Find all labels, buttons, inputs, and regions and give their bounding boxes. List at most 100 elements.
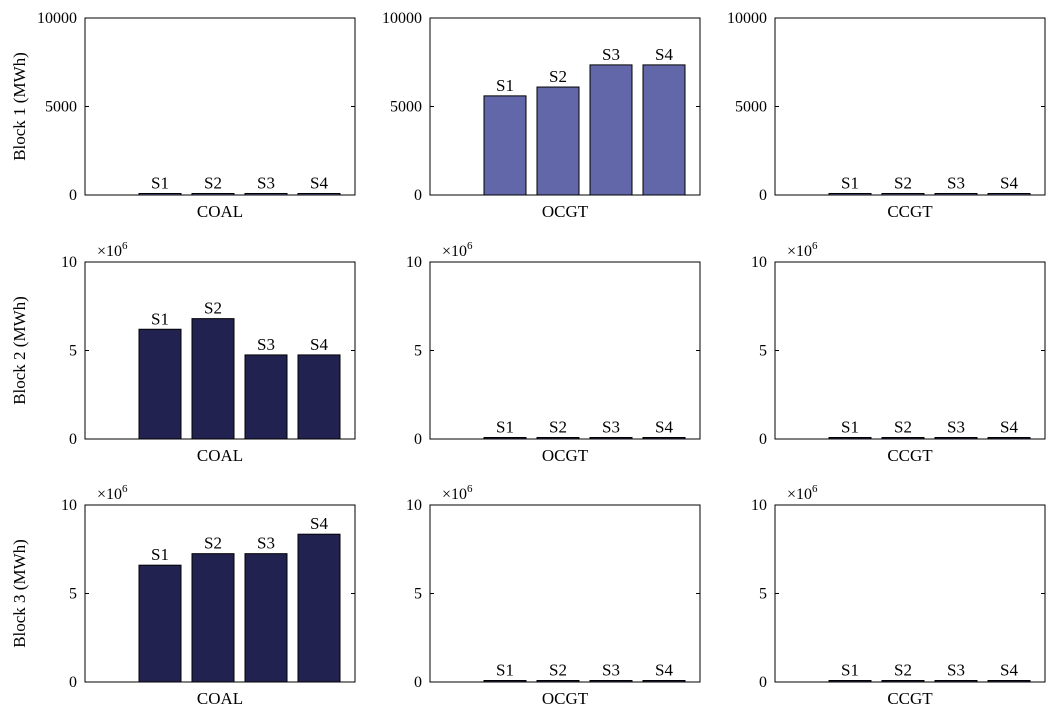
bar-r3c1-s4 — [297, 533, 341, 683]
bar-r3c1-s3 — [244, 553, 288, 683]
bar-label-r1c1-s3: S3 — [257, 174, 275, 193]
bar-label-r1c1-s4: S4 — [310, 174, 328, 193]
bar-label-r1c1-s1: S1 — [151, 174, 169, 193]
bar-r1c1-s2 — [191, 193, 235, 196]
bar-label-r1c1-s2: S2 — [204, 174, 222, 193]
bar-label-r3c1-s3: S3 — [257, 534, 275, 553]
bar-label-r2c2-s1: S1 — [496, 418, 514, 437]
bar-r2c1-s2 — [191, 318, 235, 440]
axes-box-r3c3 — [774, 504, 1046, 683]
bar-r3c1-s1 — [138, 564, 182, 683]
x-axis-label-r2c1: COAL — [197, 446, 243, 465]
y-tick-label-r2c3-1: 5 — [759, 343, 767, 360]
y-tick-label-r2c1-0: 0 — [69, 431, 77, 448]
axes-box-r1c1 — [84, 17, 356, 196]
bar-label-r1c3-s1: S1 — [841, 174, 859, 193]
y-axis-label-r1c1: Block 1 (MWh) — [10, 52, 29, 161]
y-tick-label-r3c2-1: 5 — [414, 586, 422, 603]
exponent-label-r3c1: ×106 — [97, 483, 128, 503]
bar-label-r2c1-s4: S4 — [310, 335, 328, 354]
y-tick-label-r1c1-1: 5000 — [45, 99, 77, 116]
axes-box-r2c3 — [774, 261, 1046, 440]
bar-r3c2-s3 — [589, 680, 633, 683]
bar-r1c1-s4 — [297, 193, 341, 196]
bar-r1c2-s4 — [642, 64, 686, 196]
y-tick-label-r1c1-2: 10000 — [37, 10, 77, 27]
y-tick-label-r1c2-0: 0 — [414, 187, 422, 204]
bar-label-r1c3-s3: S3 — [947, 174, 965, 193]
y-tick-label-r3c1-2: 10 — [61, 497, 77, 514]
bar-r2c3-s4 — [987, 437, 1031, 440]
bar-label-r3c1-s2: S2 — [204, 534, 222, 553]
x-axis-label-r1c2: OCGT — [542, 202, 589, 221]
y-tick-label-r1c3-1: 5000 — [735, 99, 767, 116]
y-tick-label-r3c2-2: 10 — [406, 497, 422, 514]
bar-label-r2c3-s4: S4 — [1000, 418, 1018, 437]
exponent-label-r2c3: ×106 — [787, 240, 818, 260]
y-tick-label-r2c2-2: 10 — [406, 254, 422, 271]
exponent-label-r3c3: ×106 — [787, 483, 818, 503]
axes-box-r1c3 — [774, 17, 1046, 196]
y-tick-label-r3c1-0: 0 — [69, 674, 77, 691]
bar-label-r2c2-s4: S4 — [655, 418, 673, 437]
bar-r2c2-s4 — [642, 437, 686, 440]
bar-label-r2c1-s1: S1 — [151, 309, 169, 328]
exponent-label-r2c1: ×106 — [97, 240, 128, 260]
bar-label-r2c3-s3: S3 — [947, 418, 965, 437]
y-tick-label-r3c3-0: 0 — [759, 674, 767, 691]
y-tick-label-r1c1-0: 0 — [69, 187, 77, 204]
bar-label-r1c2-s3: S3 — [602, 45, 620, 64]
exponent-label-r3c2: ×106 — [442, 483, 473, 503]
bar-r1c1-s1 — [138, 193, 182, 196]
bar-r3c3-s3 — [934, 680, 978, 683]
bar-r2c1-s3 — [244, 354, 288, 440]
x-axis-label-r3c3: CCGT — [887, 689, 933, 708]
x-axis-label-r3c1: COAL — [197, 689, 243, 708]
x-axis-label-r1c3: CCGT — [887, 202, 933, 221]
y-axis-label-r2c1: Block 2 (MWh) — [10, 296, 29, 405]
y-tick-label-r2c3-0: 0 — [759, 431, 767, 448]
y-tick-label-r1c2-1: 5000 — [390, 99, 422, 116]
y-tick-label-r2c3-2: 10 — [751, 254, 767, 271]
y-tick-label-r1c3-2: 10000 — [727, 10, 767, 27]
bar-label-r3c2-s1: S1 — [496, 661, 514, 680]
bar-label-r2c2-s3: S3 — [602, 418, 620, 437]
y-tick-label-r3c3-1: 5 — [759, 586, 767, 603]
bar-r3c1-s2 — [191, 553, 235, 683]
bar-label-r3c3-s1: S1 — [841, 661, 859, 680]
bar-label-r2c1-s2: S2 — [204, 299, 222, 318]
bar-r3c3-s4 — [987, 680, 1031, 683]
axes-box-r3c2 — [429, 504, 701, 683]
y-tick-label-r1c3-0: 0 — [759, 187, 767, 204]
bar-r2c3-s1 — [828, 437, 872, 440]
bar-r1c2-s1 — [483, 95, 527, 196]
bar-label-r3c1-s4: S4 — [310, 514, 328, 533]
exponent-label-r2c2: ×106 — [442, 240, 473, 260]
x-axis-label-r3c2: OCGT — [542, 689, 589, 708]
y-tick-label-r2c2-1: 5 — [414, 343, 422, 360]
bar-r1c1-s3 — [244, 193, 288, 196]
bar-label-r2c1-s3: S3 — [257, 335, 275, 354]
bar-label-r3c3-s3: S3 — [947, 661, 965, 680]
bar-label-r1c2-s1: S1 — [496, 76, 514, 95]
bar-r1c2-s3 — [589, 64, 633, 196]
bar-r3c2-s1 — [483, 680, 527, 683]
bar-r2c2-s3 — [589, 437, 633, 440]
bar-label-r2c3-s1: S1 — [841, 418, 859, 437]
bar-r2c2-s2 — [536, 437, 580, 440]
bar-r1c2-s2 — [536, 86, 580, 196]
bar-label-r3c2-s2: S2 — [549, 661, 567, 680]
bar-r1c3-s2 — [881, 193, 925, 196]
axes-box-r2c2 — [429, 261, 701, 440]
bar-r1c3-s1 — [828, 193, 872, 196]
bar-r2c3-s3 — [934, 437, 978, 440]
bar-label-r3c2-s4: S4 — [655, 661, 673, 680]
bar-r3c3-s2 — [881, 680, 925, 683]
bar-label-r3c3-s2: S2 — [894, 661, 912, 680]
bar-r1c3-s4 — [987, 193, 1031, 196]
y-tick-label-r2c1-1: 5 — [69, 343, 77, 360]
bar-r2c2-s1 — [483, 437, 527, 440]
bar-label-r1c3-s4: S4 — [1000, 174, 1018, 193]
y-tick-label-r3c3-2: 10 — [751, 497, 767, 514]
